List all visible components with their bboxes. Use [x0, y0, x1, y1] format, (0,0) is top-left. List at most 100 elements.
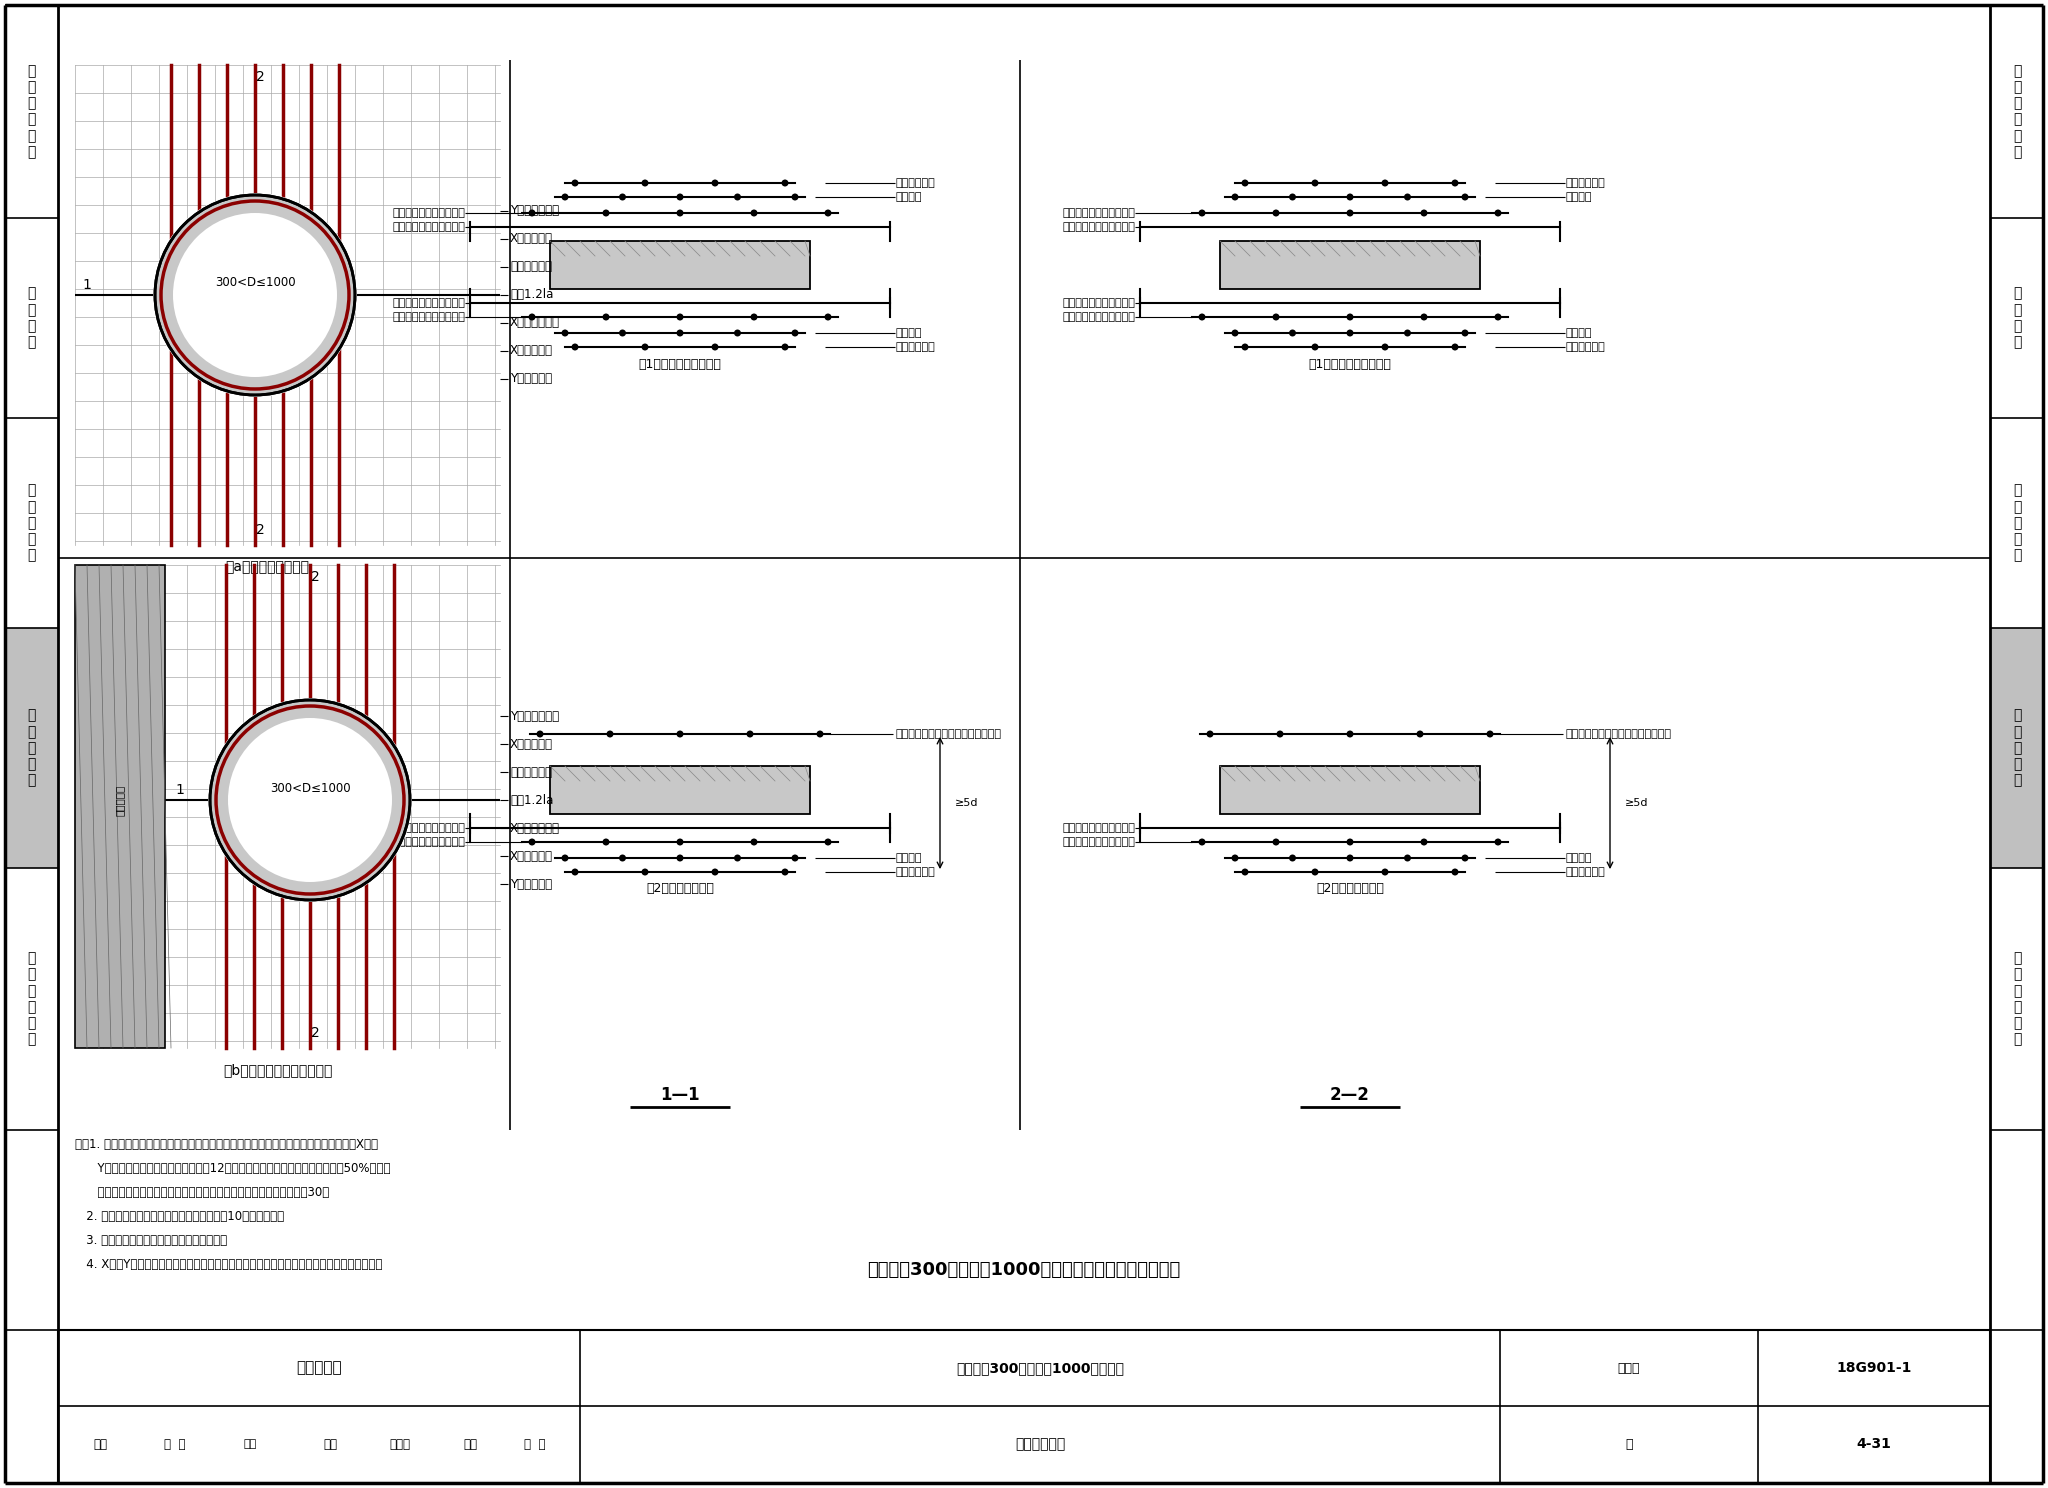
Text: 补强钢筋: 补强钢筋	[1565, 327, 1591, 338]
Circle shape	[1276, 731, 1284, 738]
Text: 2: 2	[311, 570, 319, 583]
Text: 搭接1.2la: 搭接1.2la	[510, 793, 553, 806]
Text: 注：1. 当设计注写补强钢筋时，应按注写的规格、数量与长度值补强。当设计未注写时，X向、: 注：1. 当设计注写补强钢筋时，应按注写的规格、数量与长度值补强。当设计未注写时…	[76, 1138, 379, 1152]
Text: 普
通
板
部
分: 普 通 板 部 分	[2013, 708, 2021, 787]
Circle shape	[1198, 839, 1206, 845]
Circle shape	[1241, 344, 1249, 351]
Circle shape	[1405, 329, 1411, 336]
Text: （b）梁边或墙边开圆形洞口: （b）梁边或墙边开圆形洞口	[223, 1062, 332, 1077]
Circle shape	[209, 698, 412, 902]
Circle shape	[1346, 839, 1354, 845]
Bar	[1221, 766, 1481, 814]
Circle shape	[1495, 839, 1501, 845]
Circle shape	[537, 731, 543, 738]
Circle shape	[782, 869, 788, 875]
Circle shape	[561, 329, 569, 336]
Text: Y向分别按每边配置两根直径不小于12且不小于同向被切断纵向钢筋总面积的50%补强，: Y向分别按每边配置两根直径不小于12且不小于同向被切断纵向钢筋总面积的50%补强…	[76, 1162, 391, 1176]
Circle shape	[782, 344, 788, 351]
Circle shape	[618, 329, 627, 336]
Circle shape	[1452, 869, 1458, 875]
Text: （a）板中开圆形洞口: （a）板中开圆形洞口	[225, 559, 309, 574]
Circle shape	[733, 854, 741, 862]
Circle shape	[528, 210, 535, 216]
Text: Y向补强纵筋: Y向补强纵筋	[510, 878, 553, 890]
Text: 遇洞口被切断的上部钢筋: 遇洞口被切断的上部钢筋	[1063, 222, 1135, 232]
Circle shape	[602, 314, 610, 320]
Text: 补强钢筋: 补强钢筋	[1565, 192, 1591, 202]
Text: 其弯钩固定洞边补强钢筋: 其弯钩固定洞边补强钢筋	[1063, 836, 1135, 847]
Text: Y向补强纵筋: Y向补强纵筋	[510, 372, 553, 385]
Circle shape	[602, 839, 610, 845]
Text: （2）板仅下部配筋: （2）板仅下部配筋	[645, 882, 715, 896]
Text: 其弯钩固定洞边补强钢筋: 其弯钩固定洞边补强钢筋	[1063, 312, 1135, 321]
Circle shape	[571, 344, 578, 351]
Text: 2: 2	[311, 1027, 319, 1040]
Circle shape	[791, 329, 799, 336]
Circle shape	[733, 329, 741, 336]
Circle shape	[1421, 314, 1427, 320]
Circle shape	[676, 839, 684, 845]
Text: （1）板上、下部均配筋: （1）板上、下部均配筋	[639, 357, 721, 371]
Circle shape	[825, 839, 831, 845]
Text: 遇洞口被切断的下部钢筋: 遇洞口被切断的下部钢筋	[1063, 298, 1135, 308]
Circle shape	[528, 314, 535, 320]
Text: 刘  簏: 刘 簏	[164, 1437, 186, 1451]
Text: 剪
力
墙
部
分: 剪 力 墙 部 分	[27, 484, 35, 562]
Text: 无
梁
楼
盖
部
分: 无 梁 楼 盖 部 分	[2013, 951, 2021, 1046]
Circle shape	[1495, 314, 1501, 320]
Text: 一
般
构
造
要
求: 一 般 构 造 要 求	[27, 64, 35, 159]
Circle shape	[733, 193, 741, 201]
Text: Y向被切断纵筋: Y向被切断纵筋	[510, 710, 559, 723]
Circle shape	[1346, 731, 1354, 738]
Text: 1: 1	[82, 278, 92, 292]
Text: 普通板部分: 普通板部分	[297, 1360, 342, 1375]
Text: 剪
力
墙
部
分: 剪 力 墙 部 分	[2013, 484, 2021, 562]
Circle shape	[154, 193, 356, 397]
Text: 环状补强纵筋: 环状补强纵筋	[510, 765, 553, 778]
Circle shape	[1346, 210, 1354, 216]
Bar	[4, 628, 57, 868]
Circle shape	[791, 193, 799, 201]
Circle shape	[1346, 314, 1354, 320]
Text: 其弯钩固定洞边补强钢筋: 其弯钩固定洞边补强钢筋	[391, 312, 465, 321]
Bar	[551, 241, 811, 289]
Circle shape	[1231, 329, 1239, 336]
Bar	[76, 565, 166, 1048]
Text: X向被切断纵筋: X向被切断纵筋	[510, 317, 559, 329]
Circle shape	[1288, 329, 1296, 336]
Circle shape	[711, 180, 719, 186]
Circle shape	[748, 731, 754, 738]
Text: 环状补强纵筋: 环状补强纵筋	[510, 260, 553, 274]
Text: 环状补强纵筋: 环状补强纵筋	[895, 342, 934, 353]
Text: 审核: 审核	[92, 1437, 106, 1451]
Text: 补强钢筋: 补强钢筋	[895, 192, 922, 202]
Text: 4. X向、Y向补强纵筋伸入支座的箍筋方式同板中受力钢筋，当不伸入支座时，设计应标注。: 4. X向、Y向补强纵筋伸入支座的箍筋方式同板中受力钢筋，当不伸入支座时，设计应…	[76, 1259, 383, 1272]
Circle shape	[825, 314, 831, 320]
Text: 洞口大于300且不大于1000的现浇板: 洞口大于300且不大于1000的现浇板	[956, 1362, 1124, 1375]
Circle shape	[1452, 344, 1458, 351]
Circle shape	[1346, 854, 1354, 862]
Text: X向被切断纵筋: X向被切断纵筋	[510, 821, 559, 835]
Text: X向补强纵筋: X向补强纵筋	[510, 738, 553, 750]
Circle shape	[571, 869, 578, 875]
Text: 补强钢筋与被切断钢筋布置在同一层面，两根补强钢筋之间的净距为30。: 补强钢筋与被切断钢筋布置在同一层面，两根补强钢筋之间的净距为30。	[76, 1186, 330, 1199]
Circle shape	[172, 213, 338, 376]
Text: 普
通
板
部
分: 普 通 板 部 分	[27, 708, 35, 787]
Circle shape	[641, 344, 649, 351]
Text: 1: 1	[176, 783, 184, 798]
Bar	[551, 766, 811, 814]
Circle shape	[1462, 329, 1468, 336]
Circle shape	[1495, 210, 1501, 216]
Circle shape	[1198, 314, 1206, 320]
Circle shape	[211, 699, 410, 900]
Text: 4-31: 4-31	[1858, 1437, 1892, 1451]
Text: 300<D≤1000: 300<D≤1000	[215, 277, 295, 290]
Text: ≥5d: ≥5d	[1624, 798, 1649, 808]
Circle shape	[602, 210, 610, 216]
Text: X向补强纵筋: X向补强纵筋	[510, 850, 553, 863]
Text: 框
架
部
分: 框 架 部 分	[2013, 287, 2021, 350]
Text: 页: 页	[1626, 1437, 1632, 1451]
Text: 补强钢筋: 补强钢筋	[1565, 853, 1591, 863]
Circle shape	[1462, 854, 1468, 862]
Text: 环状补强纵筋: 环状补强纵筋	[895, 179, 934, 187]
